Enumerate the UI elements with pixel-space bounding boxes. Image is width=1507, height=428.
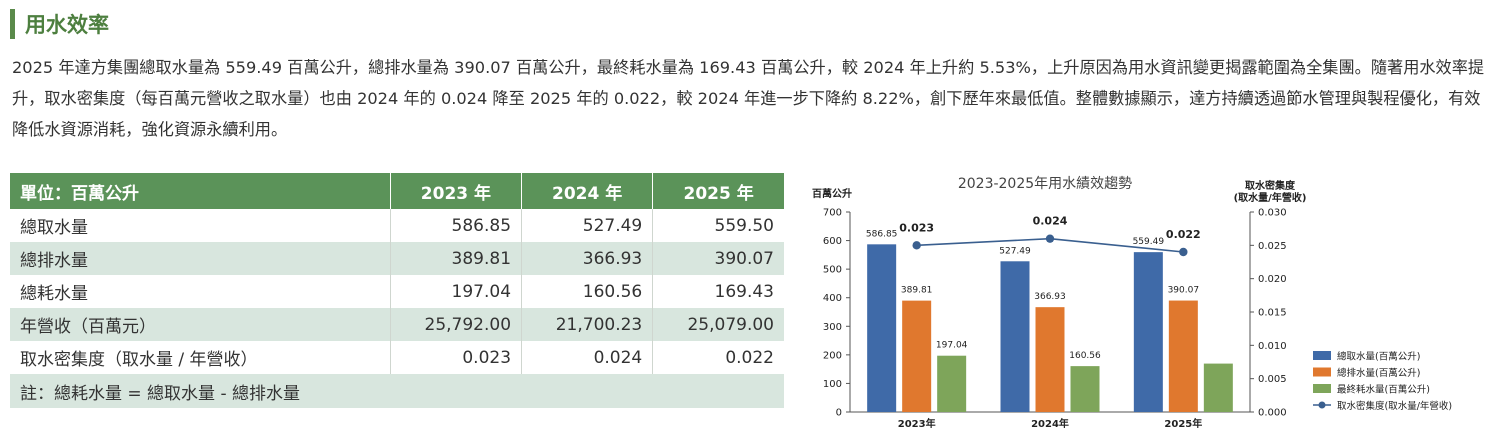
legend-line-marker xyxy=(1318,401,1326,409)
cell-value: 25,079.00 xyxy=(652,308,784,341)
cell-value: 390.07 xyxy=(652,242,784,275)
bar xyxy=(1203,363,1233,412)
table-row: 總排水量 389.81 366.93 390.07 xyxy=(10,242,784,275)
y-tick-label: 0 xyxy=(836,408,842,419)
y2-tick-label: 0.005 xyxy=(1258,374,1287,385)
bar xyxy=(1070,366,1100,412)
table-row: 總取水量 586.85 527.49 559.50 xyxy=(10,209,784,242)
cell-value: 0.023 xyxy=(390,341,523,374)
section-heading: 用水效率 xyxy=(10,8,109,40)
intensity-point xyxy=(1179,247,1188,257)
water-data-table: 單位：百萬公升 2023 年 2024 年 2025 年 總取水量 586.85… xyxy=(10,173,784,408)
bar xyxy=(867,244,897,412)
intensity-data-label: 0.024 xyxy=(1033,215,1068,228)
y2-tick-label: 0.020 xyxy=(1258,274,1287,285)
section-title: 用水效率 xyxy=(25,13,109,37)
bar-data-label: 197.04 xyxy=(936,341,968,351)
bar xyxy=(902,300,932,412)
cell-value: 366.93 xyxy=(521,242,654,275)
table-note-row: 註：總耗水量 = 總取水量 - 總排水量 xyxy=(10,374,784,408)
y-tick-label: 700 xyxy=(823,208,842,219)
row-label: 年營收（百萬元） xyxy=(10,308,391,341)
legend-swatch xyxy=(1313,384,1331,393)
bar-data-label: 586.85 xyxy=(866,229,898,239)
bar-data-label: 559.49 xyxy=(1133,237,1165,247)
bar xyxy=(1133,252,1163,412)
legend-label: 總排水量(百萬公升) xyxy=(1337,367,1420,379)
bar xyxy=(1035,307,1065,412)
bar-data-label: 390.07 xyxy=(1168,286,1200,296)
table-row: 取水密集度（取水量 / 年營收） 0.023 0.024 0.022 xyxy=(10,341,784,374)
cell-value: 0.024 xyxy=(521,341,654,374)
table-note: 註：總耗水量 = 總取水量 - 總排水量 xyxy=(10,374,784,408)
bar-data-label: 160.56 xyxy=(1069,351,1101,361)
table-header-row: 單位：百萬公升 2023 年 2024 年 2025 年 xyxy=(10,173,784,209)
cell-value: 559.50 xyxy=(652,209,784,242)
row-label: 總耗水量 xyxy=(10,275,391,308)
x-tick-label: 2025年 xyxy=(1164,417,1202,428)
cell-value: 389.81 xyxy=(390,242,523,275)
y-tick-label: 300 xyxy=(823,322,842,333)
y-tick-label: 400 xyxy=(823,293,842,304)
year-header: 2023 年 xyxy=(390,173,523,209)
intro-paragraph: 2025 年達方集團總取水量為 559.49 百萬公升，總排水量為 390.07… xyxy=(12,58,1485,139)
y2-axis-label: 取水密集度 xyxy=(1245,179,1296,192)
bar-data-label: 366.93 xyxy=(1034,292,1066,302)
intensity-data-label: 0.023 xyxy=(899,221,934,234)
bar-data-label: 389.81 xyxy=(901,286,933,296)
y2-tick-label: 0.000 xyxy=(1258,408,1287,419)
y2-tick-label: 0.015 xyxy=(1258,308,1287,319)
y2-tick-label: 0.010 xyxy=(1258,341,1287,352)
bar xyxy=(1000,261,1030,412)
legend-label: 總取水量(百萬公升) xyxy=(1337,351,1420,363)
y-tick-label: 500 xyxy=(823,265,842,276)
cell-value: 25,792.00 xyxy=(390,308,523,341)
y-tick-label: 200 xyxy=(823,350,842,361)
y2-axis-label: (取水量/年營收) xyxy=(1234,191,1307,204)
y-tick-label: 100 xyxy=(823,379,842,390)
row-label: 取水密集度（取水量 / 年營收） xyxy=(10,341,391,374)
water-trend-chart: 2023-2025年用水績效趨勢百萬公升取水密集度(取水量/年營收)010020… xyxy=(812,176,1452,428)
legend-label: 最終耗水量(百萬公升) xyxy=(1337,384,1430,396)
legend-swatch xyxy=(1313,351,1331,360)
row-label: 總取水量 xyxy=(10,209,391,242)
row-label: 總排水量 xyxy=(10,242,391,275)
year-header: 2024 年 xyxy=(521,173,654,209)
cell-value: 527.49 xyxy=(521,209,654,242)
x-tick-label: 2023年 xyxy=(898,417,936,428)
cell-value: 21,700.23 xyxy=(521,308,654,341)
y2-tick-label: 0.025 xyxy=(1258,241,1287,252)
heading-accent-bar xyxy=(10,9,15,39)
intensity-data-label: 0.022 xyxy=(1166,228,1201,241)
unit-header: 單位：百萬公升 xyxy=(10,173,391,209)
y-tick-label: 600 xyxy=(823,236,842,247)
table-row: 總耗水量 197.04 160.56 169.43 xyxy=(10,275,784,308)
intensity-point xyxy=(912,241,921,250)
y2-tick-label: 0.030 xyxy=(1258,208,1287,219)
legend-label: 取水密集度(取水量/年營收) xyxy=(1337,400,1452,412)
year-header: 2025 年 xyxy=(652,173,784,209)
chart-title: 2023-2025年用水績效趨勢 xyxy=(958,176,1132,192)
table-row: 年營收（百萬元） 25,792.00 21,700.23 25,079.00 xyxy=(10,308,784,341)
y-axis-label: 百萬公升 xyxy=(812,187,852,200)
x-tick-label: 2024年 xyxy=(1031,417,1069,428)
cell-value: 197.04 xyxy=(390,275,523,308)
bar-data-label: 527.49 xyxy=(999,246,1031,256)
cell-value: 586.85 xyxy=(390,209,523,242)
cell-value: 0.022 xyxy=(652,341,784,374)
intensity-point xyxy=(1045,234,1055,243)
cell-value: 160.56 xyxy=(521,275,654,308)
bar xyxy=(937,355,967,412)
legend-swatch xyxy=(1313,367,1331,377)
bar xyxy=(1168,300,1198,412)
cell-value: 169.43 xyxy=(652,275,784,308)
